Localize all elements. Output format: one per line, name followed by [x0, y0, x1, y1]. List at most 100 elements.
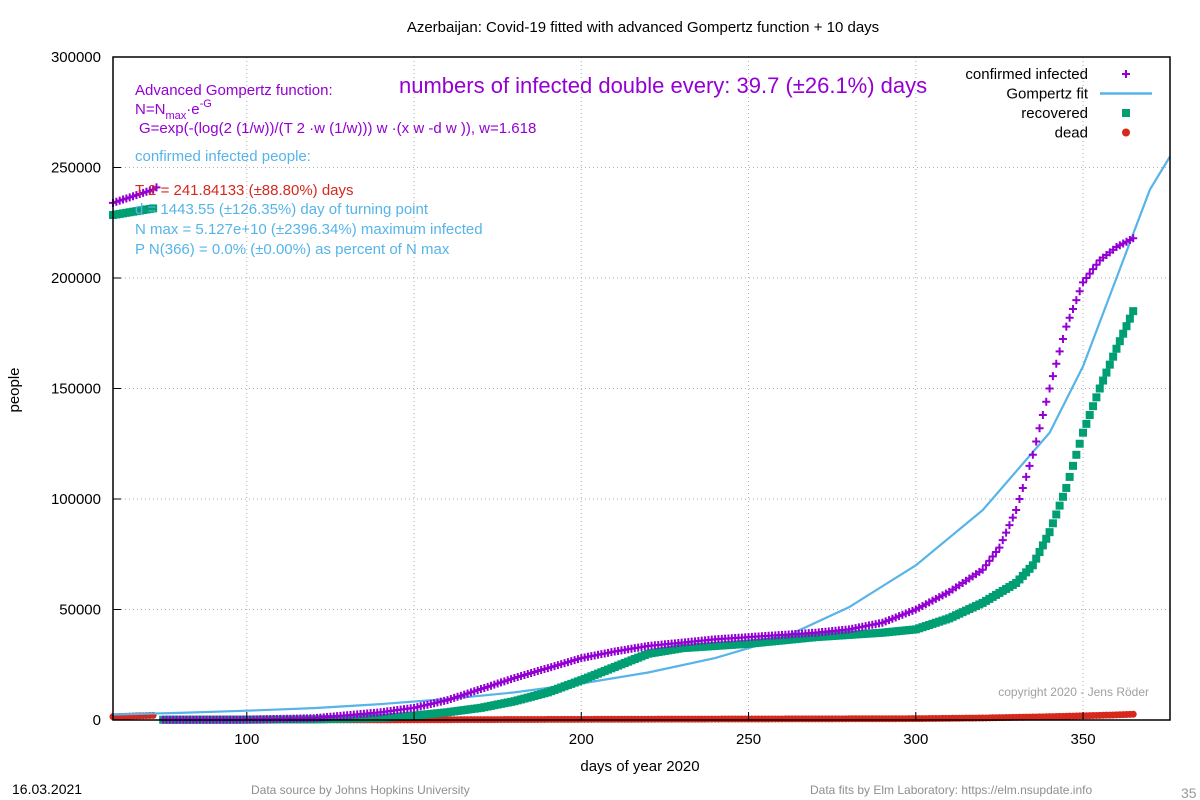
infected-point: [1032, 437, 1041, 446]
infected-point: [1082, 274, 1091, 282]
y-tick-label: 0: [93, 712, 101, 729]
infected-point: [988, 552, 997, 561]
recovered-point: [1085, 411, 1094, 420]
recovered-point: [1065, 472, 1074, 481]
infected-point: [1035, 424, 1044, 433]
infected-point: [1085, 269, 1094, 278]
y-tick-label: 50000: [59, 602, 101, 619]
infected-point: [1005, 521, 1014, 530]
series-layer: [109, 155, 1171, 724]
recovered-point: [1038, 541, 1047, 550]
infected-point: [1038, 411, 1047, 420]
x-tick-label: 200: [569, 731, 594, 748]
recovered-point: [1082, 419, 1091, 428]
infected-point: [1072, 296, 1081, 305]
y-tick-label: 300000: [51, 49, 101, 66]
copyright: copyright 2020 - Jens Röder: [998, 685, 1149, 699]
infected-point: [1129, 234, 1138, 243]
dead-point: [1129, 710, 1137, 718]
recovered-point: [1095, 384, 1104, 393]
infected-point: [992, 548, 1001, 557]
infected-point: [1022, 472, 1031, 481]
infected-point: [985, 556, 994, 565]
infected-point: [1025, 461, 1034, 470]
recovered-point: [1042, 534, 1051, 543]
recovered-point: [1058, 492, 1067, 501]
legend-swatch: [1122, 128, 1130, 137]
infected-point: [1015, 495, 1024, 503]
y-axis-label: people: [6, 367, 23, 412]
footer-source: Data source by Johns Hopkins University: [251, 783, 470, 797]
legend-label: recovered: [1021, 105, 1088, 122]
recovered-point: [1099, 376, 1108, 385]
infected-point: [1058, 334, 1067, 343]
recovered-point: [1115, 337, 1124, 346]
infected-point: [1065, 313, 1074, 322]
series-recovered: [109, 204, 1138, 724]
x-tick-label: 100: [234, 731, 259, 748]
recovered-point: [1045, 528, 1054, 537]
x-tick-label: 350: [1071, 731, 1096, 748]
y-tick-label: 200000: [51, 270, 101, 287]
nmax-value: N max = 5.127e+10 (±2396.34%) maximum in…: [135, 221, 483, 238]
footer-page: 35: [1181, 785, 1197, 800]
axis-ticks: 100 150 200 250 300 350 0 50000 100000 150000 2000…: [51, 49, 1096, 748]
infected-point: [982, 561, 991, 570]
x-tick-label: 250: [736, 731, 761, 748]
recovered-point: [1122, 322, 1131, 331]
recovered-point: [1048, 519, 1057, 528]
recovered-point: [1125, 314, 1134, 323]
footer-fits: Data fits by Elm Laboratory: https://elm…: [810, 783, 1092, 797]
recovered-point: [1119, 329, 1128, 338]
recovered-point: [1072, 450, 1081, 459]
recovered-point: [1068, 461, 1077, 470]
formula-title: Advanced Gompertz function:: [135, 82, 333, 99]
pn-value: P N(366) = 0.0% (±0.00%) as percent of N…: [135, 241, 450, 258]
legend-label: Gompertz fit: [1006, 86, 1089, 103]
recovered-point: [1109, 352, 1118, 361]
recovered-point: [1112, 344, 1121, 353]
recovered-point: [1105, 360, 1114, 369]
fit-curve: [112, 155, 1171, 716]
y-tick-label: 150000: [51, 381, 101, 398]
infected-point: [1052, 359, 1061, 368]
infected-point: [1012, 506, 1021, 515]
infected-point: [1045, 384, 1054, 393]
infected-point: [998, 536, 1007, 545]
recovered-point: [1062, 483, 1071, 492]
infected-point: [1048, 372, 1057, 381]
legend-swatch: [1122, 109, 1130, 117]
confirmed-header: confirmed infected people:: [135, 148, 311, 165]
chart-title: Azerbaijan: Covid-19 fitted with advance…: [407, 19, 879, 36]
recovered-point: [1075, 439, 1084, 448]
infected-point: [1008, 513, 1017, 522]
x-tick-label: 300: [903, 731, 928, 748]
infected-point: [1079, 278, 1088, 287]
infected-point: [978, 565, 987, 574]
recovered-point: [1052, 510, 1061, 519]
formula-g: G=exp(-(log(2 (1/w))/(T 2 ·w (1/w))) w ·…: [139, 120, 536, 137]
infected-point: [1028, 450, 1037, 459]
recovered-point: [149, 204, 158, 213]
x-tick-label: 150: [402, 731, 427, 748]
turning-point: d = 1443.55 (±126.35%) day of turning po…: [135, 201, 429, 218]
recovered-point: [1092, 393, 1101, 402]
y-tick-label: 250000: [51, 160, 101, 177]
series-confirmed-infected: [109, 183, 1138, 724]
recovered-point: [1102, 368, 1111, 377]
infected-point: [1069, 304, 1077, 313]
recovered-point: [1129, 307, 1138, 316]
infected-point: [1042, 397, 1051, 406]
infected-point: [1092, 260, 1101, 269]
legend-label: dead: [1055, 125, 1088, 142]
series-Gompertz-fit: [112, 155, 1171, 716]
recovered-point: [1089, 402, 1098, 411]
infected-point: [1018, 483, 1027, 492]
t2-value: T 2 = 241.84133 (±88.80%) days: [135, 182, 354, 199]
infected-point: [1075, 287, 1084, 296]
recovered-point: [1079, 428, 1088, 437]
recovered-point: [1035, 548, 1044, 557]
legend-label: confirmed infected: [965, 66, 1088, 83]
grid: [113, 57, 1170, 720]
